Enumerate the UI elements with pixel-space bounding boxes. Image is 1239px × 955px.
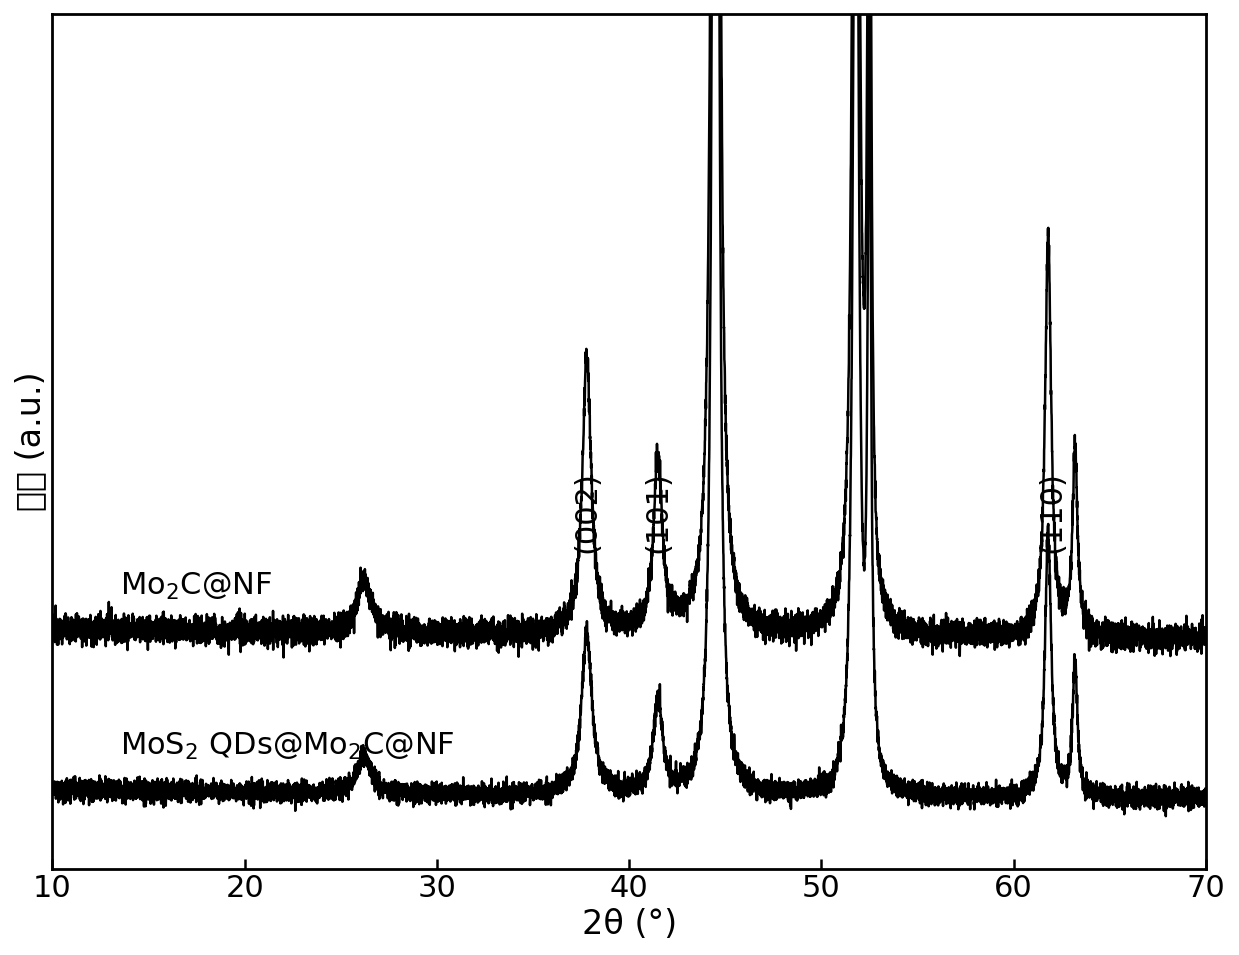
Text: (101): (101) — [643, 472, 673, 554]
Y-axis label: 强度 (a.u.): 强度 (a.u.) — [14, 371, 47, 511]
X-axis label: 2θ (°): 2θ (°) — [581, 908, 676, 941]
Text: MoS$_2$ QDs@Mo$_2$C@NF: MoS$_2$ QDs@Mo$_2$C@NF — [120, 731, 455, 762]
Text: (110): (110) — [1037, 472, 1067, 554]
Text: Mo$_2$C@NF: Mo$_2$C@NF — [120, 570, 271, 602]
Text: (002): (002) — [572, 472, 601, 554]
